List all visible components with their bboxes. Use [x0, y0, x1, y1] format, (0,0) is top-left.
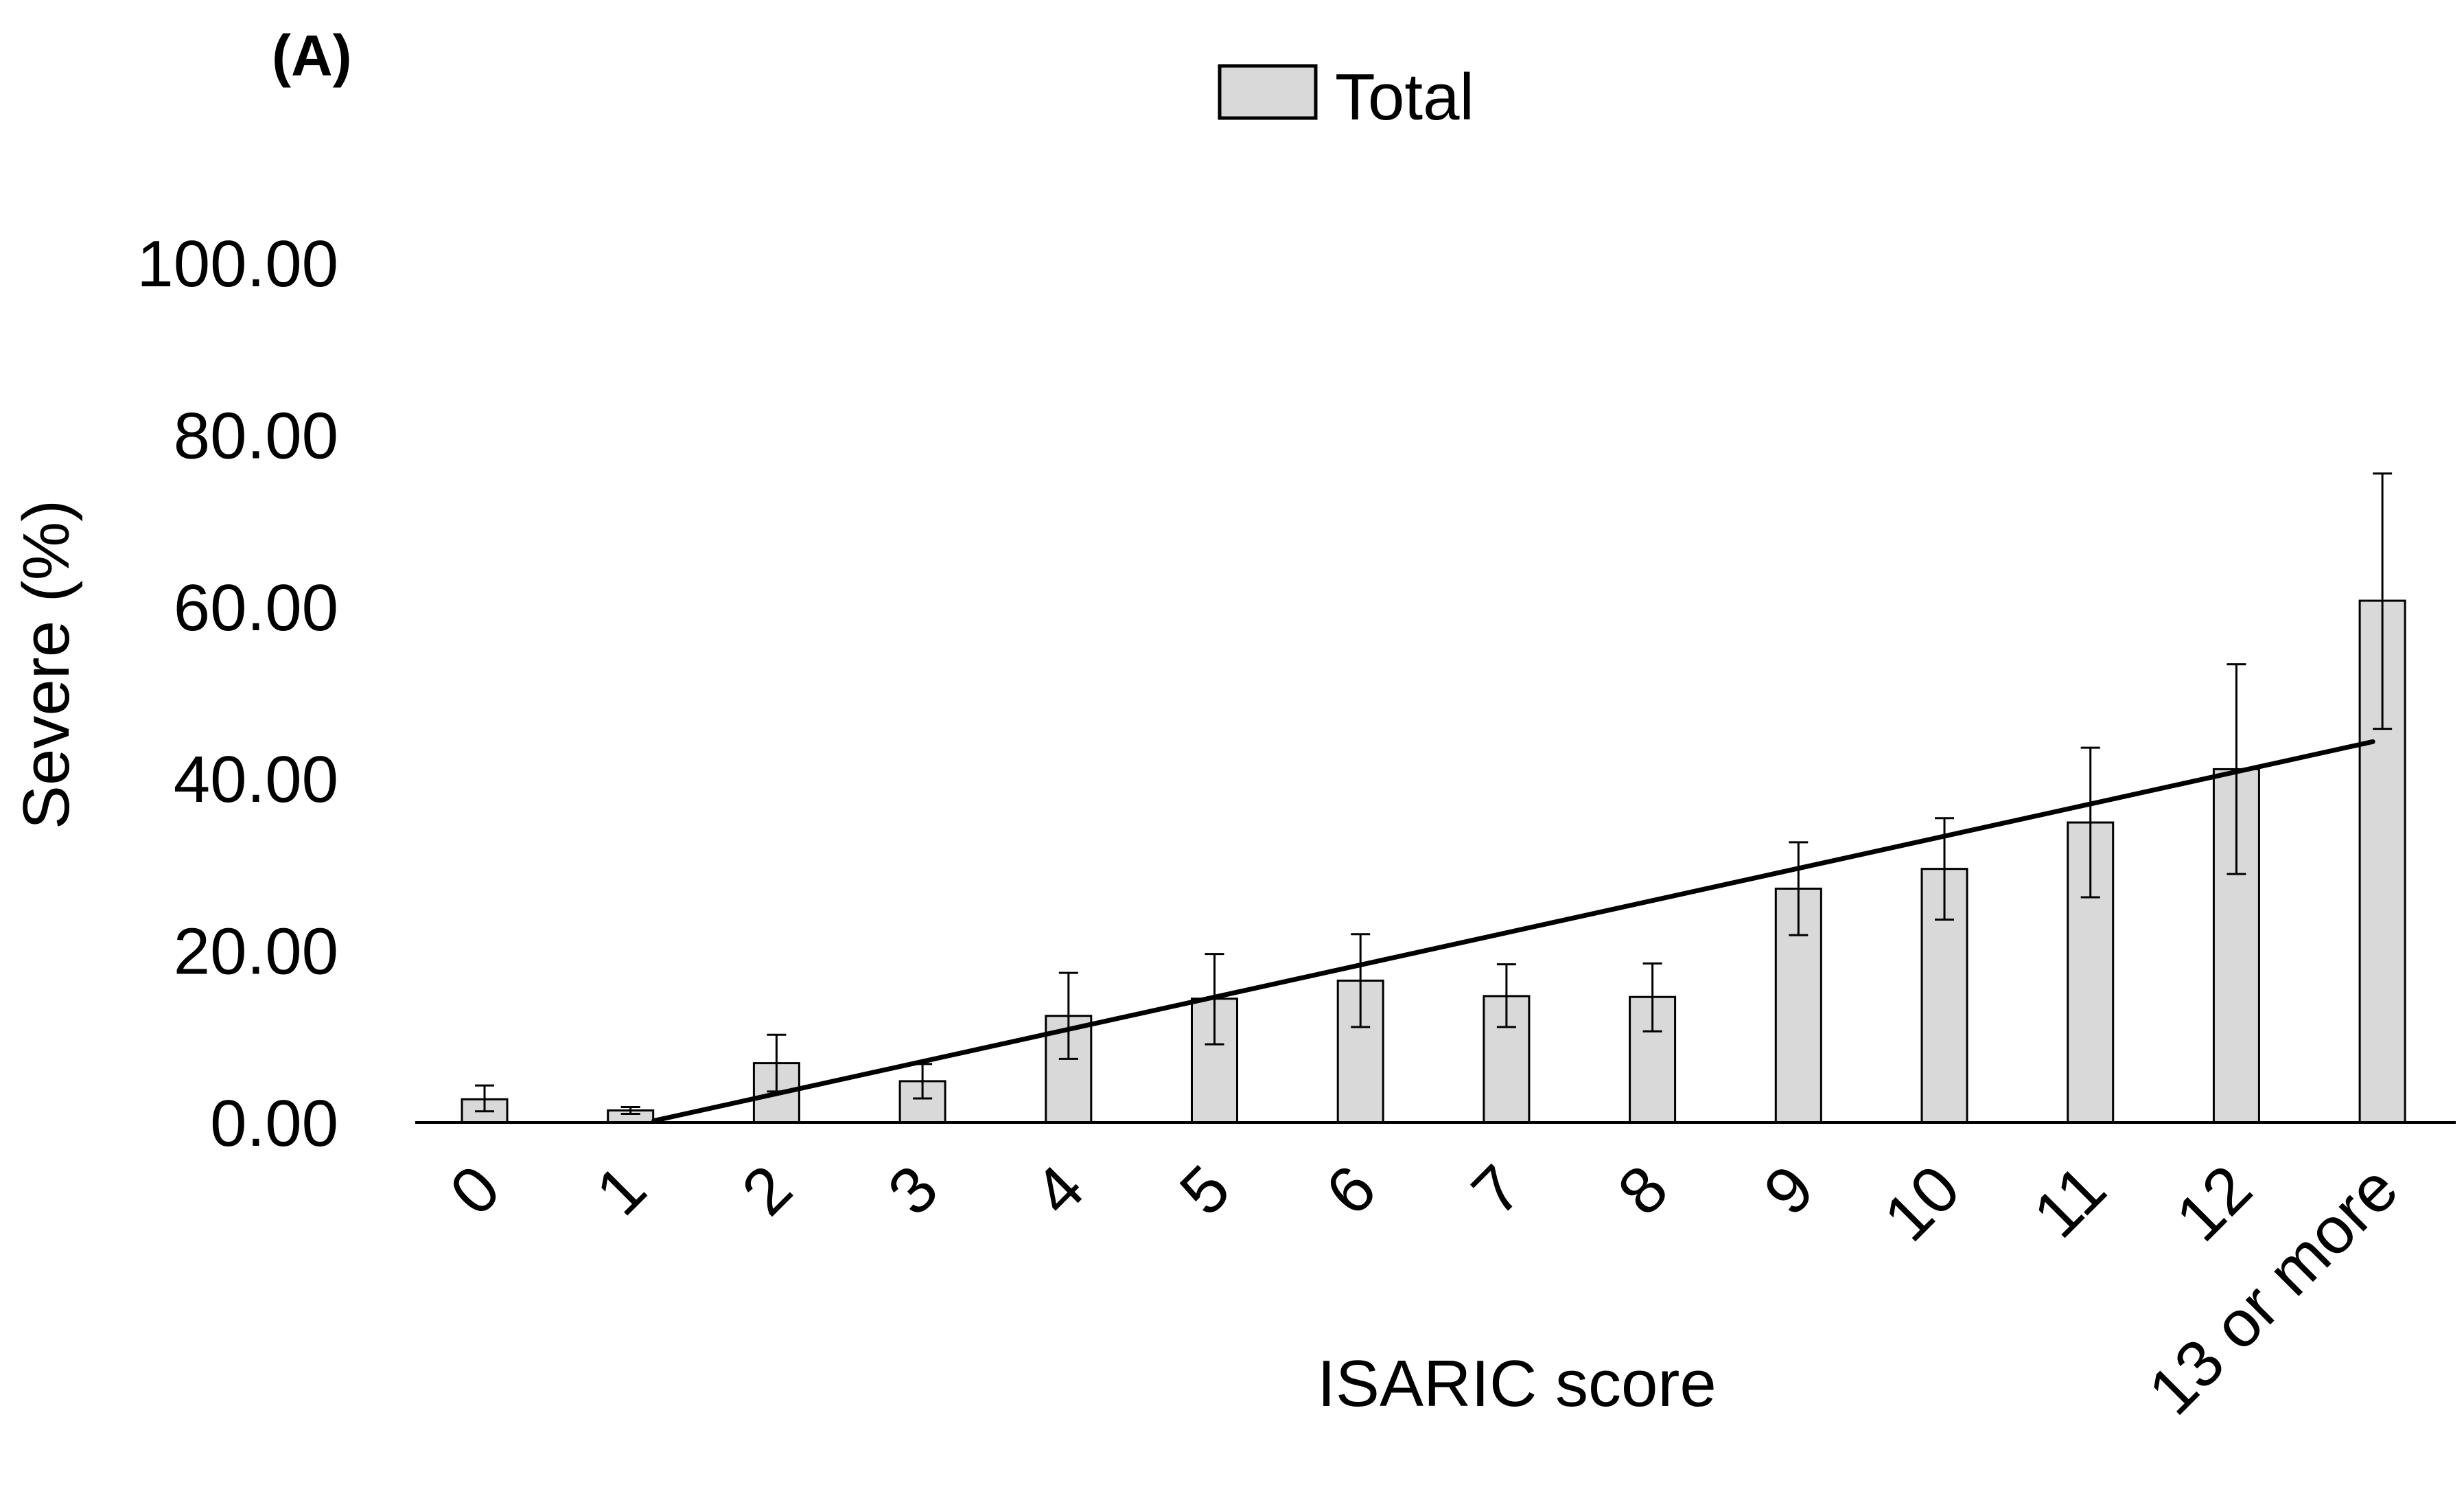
x-tick-label: 3: [874, 1151, 952, 1229]
y-tick-label: 20.00: [174, 915, 338, 989]
x-tick-label: 11: [2019, 1151, 2119, 1252]
trendline: [651, 739, 2375, 1123]
x-tick-label: 10: [1870, 1151, 1974, 1255]
x-tick-label: 4: [1020, 1151, 1097, 1229]
x-axis-title: ISARIC score: [1317, 1347, 1716, 1420]
legend-label: Total: [1335, 60, 1474, 134]
y-axis-ticks: 0.00 20.00 40.00 60.00 80.00 100.00: [137, 227, 338, 1160]
x-tick-label: 6: [1312, 1151, 1390, 1229]
legend: Total: [1218, 60, 1474, 134]
panel-label: (A): [272, 23, 352, 88]
x-tick-label: 0: [436, 1151, 513, 1229]
y-tick-label: 100.00: [137, 227, 338, 301]
x-tick-label: 8: [1604, 1151, 1682, 1229]
x-tick-label: 9: [1750, 1151, 1828, 1229]
legend-swatch: [1218, 64, 1318, 120]
x-tick-label: 2: [728, 1151, 806, 1229]
trendline-group: [651, 739, 2375, 1123]
error-bars: [475, 472, 2393, 1115]
y-axis-title: Severe (%): [10, 500, 83, 829]
y-tick-label: 40.00: [174, 743, 338, 816]
x-tick-label: 12: [2162, 1151, 2266, 1255]
x-tick-label: 1: [582, 1151, 660, 1229]
x-tick-label: 5: [1166, 1151, 1244, 1229]
bars: [461, 599, 2406, 1124]
y-tick-label: 0.00: [210, 1087, 338, 1160]
y-tick-label: 60.00: [174, 571, 338, 645]
y-tick-label: 80.00: [174, 399, 338, 472]
x-tick-label: 7: [1458, 1151, 1535, 1229]
